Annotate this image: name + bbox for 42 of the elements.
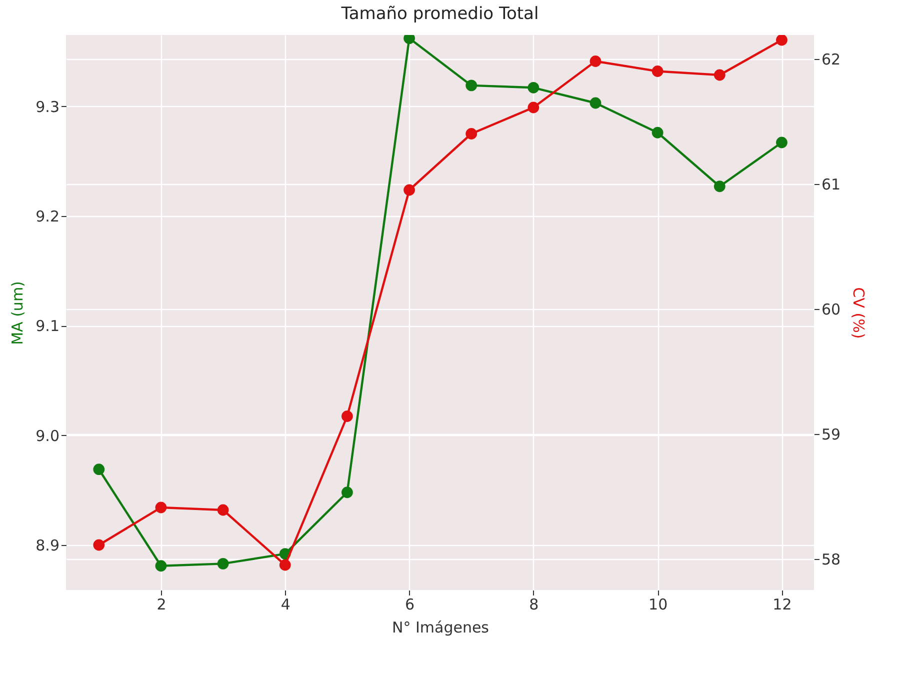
point: [466, 128, 478, 140]
y-tick-label: 9.2: [36, 207, 60, 226]
y2-tick-label: 62: [822, 50, 841, 68]
point: [93, 464, 105, 476]
x-tick-label: 8: [529, 596, 539, 614]
chart-title: Tamaño promedio Total: [340, 4, 539, 24]
point: [652, 126, 664, 138]
x-tick-label: 12: [772, 596, 792, 614]
y-tick-label: 8.9: [36, 536, 60, 555]
x-tick-label: 10: [648, 596, 668, 614]
point: [776, 136, 788, 148]
point: [279, 559, 291, 571]
y2-tick-label: 60: [822, 300, 841, 318]
x-tick-label: 4: [280, 596, 290, 614]
point: [341, 486, 353, 498]
y2-tick-label: 58: [822, 550, 841, 568]
x-tick-label: 6: [405, 596, 415, 614]
y-tick-label: 9.3: [36, 98, 60, 116]
y2-tick-label: 61: [822, 175, 841, 194]
y2-tick-label: 59: [822, 425, 841, 444]
point: [714, 180, 726, 192]
point: [652, 66, 664, 77]
point: [528, 102, 540, 114]
point: [155, 502, 167, 514]
point: [528, 82, 540, 94]
point: [466, 80, 478, 92]
point: [776, 35, 788, 46]
y-tick-label: 9.1: [36, 317, 60, 336]
point: [590, 97, 602, 109]
x-axis-title: N° Imágenes: [392, 618, 490, 636]
point: [93, 539, 105, 551]
point: [404, 184, 415, 196]
point: [217, 504, 229, 516]
x-tick-label: 2: [156, 596, 166, 614]
y-axis-title: MA (um): [8, 281, 27, 345]
y2-axis-title: CV (%): [850, 287, 868, 339]
point: [714, 69, 726, 81]
point: [590, 56, 602, 67]
point: [155, 560, 167, 572]
y-tick-label: 9.0: [36, 426, 60, 445]
point: [341, 410, 353, 422]
point: [217, 558, 229, 570]
